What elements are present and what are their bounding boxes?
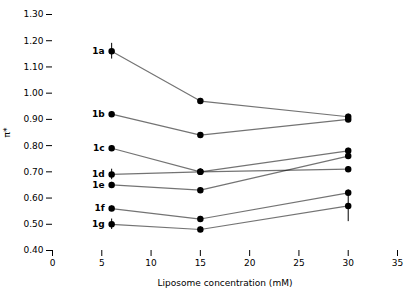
- svg-text:0.90: 0.90: [23, 114, 43, 124]
- svg-text:1d: 1d: [92, 169, 105, 179]
- svg-text:35: 35: [392, 258, 403, 268]
- svg-text:1a: 1a: [92, 46, 104, 56]
- svg-text:1.10: 1.10: [23, 62, 43, 72]
- svg-text:0.80: 0.80: [23, 140, 43, 150]
- svg-text:1g: 1g: [92, 219, 105, 229]
- svg-text:0.50: 0.50: [23, 219, 43, 229]
- svg-text:1b: 1b: [92, 109, 105, 119]
- svg-text:1.30: 1.30: [23, 9, 43, 19]
- svg-text:5: 5: [99, 258, 105, 268]
- svg-text:1.00: 1.00: [23, 88, 43, 98]
- svg-text:0: 0: [50, 258, 56, 268]
- svg-text:20: 20: [244, 258, 256, 268]
- svg-text:0.70: 0.70: [23, 167, 43, 177]
- svg-text:Liposome concentration (mM): Liposome concentration (mM): [158, 278, 293, 288]
- svg-text:10: 10: [145, 258, 157, 268]
- svg-text:15: 15: [195, 258, 206, 268]
- svg-text:1c: 1c: [93, 143, 105, 153]
- svg-text:π*: π*: [2, 127, 12, 137]
- svg-text:1f: 1f: [94, 203, 104, 213]
- svg-text:1.20: 1.20: [23, 36, 43, 46]
- svg-text:0.40: 0.40: [23, 245, 43, 255]
- svg-text:25: 25: [293, 258, 304, 268]
- svg-text:0.60: 0.60: [23, 193, 43, 203]
- svg-text:1e: 1e: [92, 180, 104, 190]
- svg-text:30: 30: [342, 258, 354, 268]
